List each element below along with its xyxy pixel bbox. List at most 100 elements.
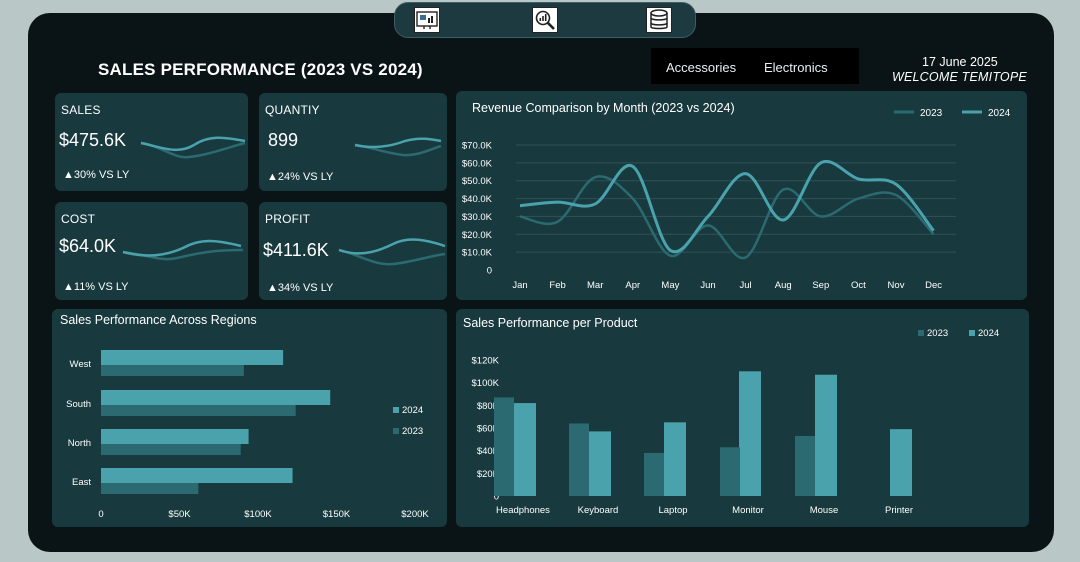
bar-2023: [101, 405, 296, 416]
kpi-label: QUANTIY: [265, 103, 320, 117]
y-category-label: South: [66, 399, 91, 410]
legend-label-2023: 2023: [927, 328, 948, 339]
x-tick-label: Nov: [888, 280, 905, 291]
legend-label-2023: 2023: [402, 426, 423, 437]
x-tick-label: Mar: [587, 280, 603, 291]
sparkline: [354, 137, 442, 157]
y-tick-label: $10.0K: [462, 248, 493, 259]
page-title: SALES PERFORMANCE (2023 VS 2024): [98, 60, 423, 79]
x-tick-label: Aug: [775, 280, 792, 291]
x-tick-label: Feb: [549, 280, 565, 291]
search-analytics-icon[interactable]: [532, 7, 558, 33]
series-line-2023: [519, 175, 935, 260]
y-tick-label: $50.0K: [462, 176, 493, 187]
series-line-2024: [519, 159, 935, 254]
x-tick-label: Sep: [812, 280, 829, 291]
x-tick-label: $100K: [244, 509, 272, 520]
x-tick-label: Dec: [925, 280, 942, 291]
y-tick-label: $20K: [477, 469, 500, 480]
chart-title: Sales Performance Across Regions: [60, 313, 257, 327]
kpi-value: $411.6K: [263, 240, 329, 260]
welcome-message: WELCOME TEMITOPE: [892, 70, 1027, 84]
bar-2024: [101, 350, 284, 365]
y-tick-label: $40K: [477, 446, 500, 457]
x-tick-label: Apr: [625, 280, 640, 291]
kpi-value: $64.0K: [59, 236, 117, 256]
kpi-card-cost: COST $64.0K ▲11% VS LY: [55, 202, 248, 300]
legend-swatch-2023: [393, 428, 399, 434]
x-category-label: Keyboard: [578, 505, 619, 516]
kpi-change: ▲30% VS LY: [63, 169, 130, 181]
y-tick-label: $40.0K: [462, 194, 493, 205]
y-tick-label: $60.0K: [462, 158, 493, 169]
kpi-card-quantity: QUANTIY 899 ▲24% VS LY: [259, 93, 447, 191]
legend-label-2024: 2024: [988, 108, 1011, 119]
filter-accessories[interactable]: Accessories: [666, 60, 737, 75]
kpi-change: ▲34% VS LY: [267, 282, 334, 294]
bar-2024: [589, 431, 611, 496]
x-tick-label: Jun: [700, 280, 715, 291]
y-tick-label: $20.0K: [462, 230, 493, 241]
x-tick-label: Jul: [740, 280, 752, 291]
bar-2023: [101, 365, 244, 376]
x-tick-label: $200K: [401, 509, 429, 520]
y-tick-label: 0: [494, 492, 499, 503]
y-tick-label: 0: [487, 266, 492, 277]
kpi-card-profit: PROFIT $411.6K ▲34% VS LY: [259, 202, 447, 300]
x-category-label: Monitor: [732, 505, 764, 516]
dashboard-icon[interactable]: [414, 7, 440, 33]
chart-title: Sales Performance per Product: [463, 316, 638, 330]
y-tick-label: $120K: [472, 356, 500, 367]
y-tick-label: $80K: [477, 401, 500, 412]
y-category-label: East: [72, 477, 91, 488]
bar-2024: [101, 468, 293, 483]
x-tick-label: $150K: [323, 509, 351, 520]
kpi-label: COST: [61, 212, 96, 226]
bar-2024: [815, 374, 837, 496]
x-tick-label: Jan: [512, 280, 527, 291]
bar-2023: [101, 483, 199, 494]
y-category-label: West: [70, 359, 92, 370]
products-bar-chart: 0 $20K $40K $60K $80K $100K $120K Headphones Key…: [472, 328, 1000, 516]
legend-swatch-2024: [393, 407, 399, 413]
legend-swatch-2023: [918, 330, 924, 336]
bar-2024: [514, 403, 536, 496]
top-nav-bar: [394, 2, 696, 38]
category-filter: Accessories Electronics: [651, 48, 859, 84]
x-category-label: Printer: [885, 505, 913, 516]
bar-2023: [644, 452, 664, 496]
products-chart-panel: Sales Performance per Product 0 $20K $40K $…: [456, 309, 1029, 527]
bar-2024: [739, 371, 761, 496]
sparkline: [122, 239, 244, 261]
bar-2024: [101, 390, 331, 405]
regions-chart-panel: Sales Performance Across Regions West Sou…: [52, 309, 447, 527]
y-tick-label: $100K: [472, 378, 500, 389]
y-tick-label: $60K: [477, 424, 500, 435]
sparkline: [140, 136, 246, 159]
regions-bar-chart: West South North East 0 $50K $100K $150K $200K 20…: [66, 350, 429, 520]
x-tick-label: Oct: [851, 280, 866, 291]
revenue-line-chart: 0 $10.0K $20.0K $30.0K $40.0K $50.0K $60.0K $70…: [462, 108, 1011, 291]
legend-label-2024: 2024: [978, 328, 999, 339]
bar-2023: [720, 447, 740, 496]
bar-2024: [101, 429, 249, 444]
database-icon[interactable]: [646, 7, 672, 33]
y-tick-label: $70.0K: [462, 141, 493, 152]
legend-swatch-2024: [969, 330, 975, 336]
kpi-card-sales: SALES $475.6K ▲30% VS LY: [55, 93, 248, 191]
chart-title: Revenue Comparison by Month (2023 vs 202…: [472, 101, 735, 115]
bar-2023: [494, 397, 514, 496]
kpi-value: 899: [268, 130, 299, 150]
x-tick-label: $50K: [168, 509, 191, 520]
y-category-label: North: [68, 438, 91, 449]
kpi-change: ▲24% VS LY: [267, 171, 334, 183]
x-category-label: Laptop: [658, 505, 687, 516]
x-category-label: Headphones: [496, 505, 550, 516]
bar-2023: [101, 444, 241, 455]
bar-2024: [664, 422, 686, 496]
kpi-label: SALES: [61, 103, 101, 117]
kpi-label: PROFIT: [265, 212, 311, 226]
kpi-change: ▲11% VS LY: [63, 281, 129, 293]
y-tick-label: $30.0K: [462, 212, 493, 223]
filter-electronics[interactable]: Electronics: [764, 60, 828, 75]
